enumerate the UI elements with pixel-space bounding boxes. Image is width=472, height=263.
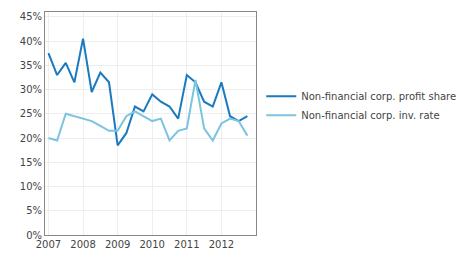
svg-text:0%: 0% xyxy=(26,230,42,241)
svg-text:Non-financial corp. inv. rate: Non-financial corp. inv. rate xyxy=(301,110,439,121)
svg-text:30%: 30% xyxy=(20,84,42,95)
svg-text:2010: 2010 xyxy=(140,239,165,250)
svg-text:2009: 2009 xyxy=(105,239,130,250)
svg-text:25%: 25% xyxy=(20,108,42,119)
svg-text:2007: 2007 xyxy=(36,239,61,250)
svg-text:2012: 2012 xyxy=(209,239,234,250)
svg-text:20%: 20% xyxy=(20,133,42,144)
svg-text:2008: 2008 xyxy=(70,239,95,250)
svg-text:2011: 2011 xyxy=(174,239,199,250)
svg-text:40%: 40% xyxy=(20,36,42,47)
svg-text:35%: 35% xyxy=(20,60,42,71)
svg-text:Non-financial corp. profit sha: Non-financial corp. profit share xyxy=(301,91,456,102)
svg-text:10%: 10% xyxy=(20,181,42,192)
svg-text:45%: 45% xyxy=(20,11,42,22)
svg-text:15%: 15% xyxy=(20,157,42,168)
svg-text:5%: 5% xyxy=(26,205,42,216)
